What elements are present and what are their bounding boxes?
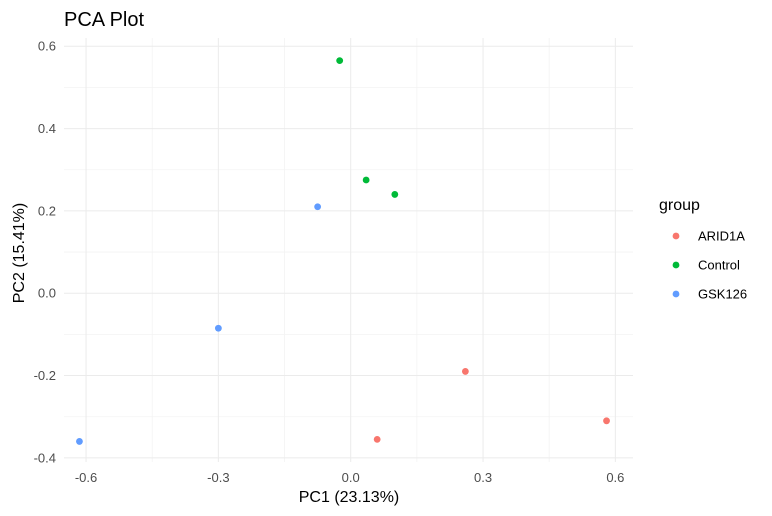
legend-label-control: Control [698,258,740,273]
x-tick-label: -0.3 [207,470,229,485]
chart-title: PCA Plot [64,9,144,31]
x-tick-label: 0.3 [474,470,492,485]
data-points [76,57,610,445]
data-point-arid1a [373,435,381,443]
data-point-arid1a [461,368,469,375]
y-tick-label: 0.4 [38,121,56,136]
legend-items: ARID1A Control GSK126 [672,229,747,302]
x-axis-ticks: -0.6 -0.3 0.0 0.3 0.6 [75,470,625,485]
data-point-control [336,57,344,65]
y-tick-label: 0.0 [38,286,56,301]
data-point-gsk126 [214,324,222,332]
y-axis-label: PC2 (15.41%) [11,203,28,304]
legend-title: group [659,197,700,214]
x-tick-label: -0.6 [75,470,97,485]
x-axis-label: PC1 (23.13%) [299,489,400,506]
legend-swatch-control [672,261,680,269]
y-tick-label: 0.2 [38,203,56,218]
y-tick-label: 0.6 [38,39,56,54]
y-tick-label: -0.2 [34,368,56,383]
grid [64,38,633,462]
data-point-control [362,176,370,184]
data-point-arid1a [603,417,610,425]
legend-swatch-arid1a [672,232,680,240]
data-point-control [391,191,399,198]
data-point-gsk126 [314,203,322,211]
legend-label-gsk126: GSK126 [698,287,747,302]
legend: group ARID1A Control GSK126 [659,197,747,302]
legend-swatch-gsk126 [672,290,680,298]
y-axis-ticks: -0.4 -0.2 0.0 0.2 0.4 0.6 [34,39,56,466]
x-tick-label: 0.0 [342,470,360,485]
y-tick-label: -0.4 [34,450,56,465]
legend-label-arid1a: ARID1A [698,229,745,244]
x-tick-label: 0.6 [606,470,624,485]
data-point-gsk126 [76,438,83,445]
